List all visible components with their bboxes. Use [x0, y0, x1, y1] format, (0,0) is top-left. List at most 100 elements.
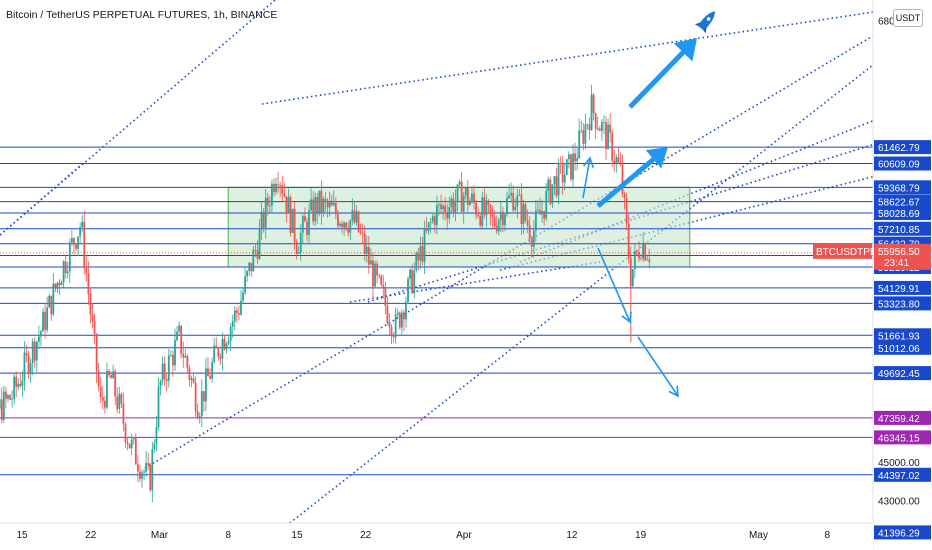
candle-body: [246, 270, 249, 277]
candle-body: [285, 196, 288, 213]
price-badge-text: 55956.50: [878, 247, 920, 258]
candle-body: [400, 312, 403, 328]
candle-body: [279, 184, 282, 186]
candle-body: [108, 370, 110, 376]
currency-button[interactable]: USDT: [893, 9, 923, 27]
candle-body: [636, 250, 638, 252]
candle-body: [252, 249, 255, 272]
candle-body: [611, 132, 614, 161]
candle-body: [623, 193, 626, 198]
candle-body: [264, 197, 267, 228]
candle-body: [233, 310, 236, 322]
candle-body: [120, 394, 123, 404]
candle-body: [446, 213, 449, 219]
level-badge-text: 44397.02: [878, 471, 920, 482]
candle-body: [433, 216, 436, 226]
candle-body: [351, 210, 354, 221]
candle-body: [460, 181, 463, 212]
candle-body: [425, 228, 428, 231]
candle-body: [275, 183, 277, 192]
level-badge-purple-text: 47359.42: [878, 414, 920, 425]
level-badge-text: 59368.79: [878, 183, 920, 194]
candle-body: [167, 355, 170, 381]
x-tick-label: 12: [566, 530, 578, 541]
candle-body: [380, 276, 383, 285]
candle-body: [229, 326, 232, 341]
candle-body: [172, 354, 174, 366]
candle-body: [582, 130, 585, 144]
candle-body: [429, 221, 432, 223]
candle-body: [211, 362, 214, 379]
axis-background: [873, 0, 932, 550]
candle-body: [390, 326, 393, 337]
candle-body: [7, 395, 9, 399]
candle-body: [169, 354, 172, 356]
candle-body: [600, 122, 603, 131]
candle-body: [372, 260, 374, 287]
candle-body: [31, 341, 34, 364]
level-badge-text: 60609.09: [878, 160, 920, 171]
candle-body: [479, 216, 482, 226]
candle-body: [594, 113, 597, 129]
candle-body: [277, 183, 280, 185]
candle-body: [299, 232, 302, 253]
candle-body: [196, 411, 199, 419]
candle-body: [136, 464, 139, 472]
candle-body: [421, 246, 424, 262]
candle-body: [462, 195, 465, 212]
candle-body: [588, 124, 591, 130]
candle-body: [415, 253, 418, 271]
candle-body: [143, 471, 145, 473]
candle-body: [287, 196, 290, 213]
candle-body: [361, 232, 364, 234]
candle-body: [273, 183, 275, 192]
chart-title: Bitcoin / TetherUS PERPETUAL FUTURES, 1h…: [6, 9, 278, 21]
candle-body: [198, 416, 201, 419]
candle-body: [27, 355, 30, 375]
candle-body: [205, 368, 207, 402]
candle-body: [345, 222, 348, 229]
candle-body: [578, 130, 581, 159]
candle-body: [627, 223, 630, 258]
candle-body: [271, 183, 273, 206]
candle-body: [559, 163, 562, 164]
candle-body: [648, 259, 651, 262]
candle-body: [481, 197, 484, 226]
candle-body: [314, 196, 317, 222]
candle-body: [530, 238, 533, 247]
candle-body: [396, 312, 399, 315]
candle-body: [238, 313, 240, 315]
countdown-text: 23:41: [884, 258, 909, 269]
candle-body: [454, 200, 457, 212]
bullish-arrow: [596, 147, 668, 208]
candle-body: [103, 400, 106, 408]
candle-body: [631, 269, 634, 286]
candle-body: [603, 122, 605, 123]
candle-body: [450, 198, 453, 208]
level-badge: [874, 296, 931, 311]
candle-body: [223, 339, 226, 350]
candle-body: [456, 184, 459, 201]
candle-body: [493, 216, 496, 227]
symbol-badge-text: BTCUSDTPERP: [816, 247, 891, 258]
level-badge: [874, 467, 931, 482]
trendline: [0, 163, 83, 236]
candle-body: [23, 352, 26, 381]
rocket-fins: [694, 21, 708, 34]
bearish-arrow-1-head: [621, 311, 632, 324]
candle-body: [607, 124, 609, 150]
candle-body: [524, 204, 527, 221]
candle-body: [289, 196, 292, 233]
candle-body: [202, 391, 205, 402]
candle-body: [625, 197, 628, 224]
candle-body: [235, 310, 238, 314]
candle-body: [580, 130, 583, 132]
level-badge-text: 57210.85: [878, 225, 920, 236]
candle-body: [537, 209, 539, 211]
level-badge: [874, 340, 931, 355]
candle-body: [633, 250, 636, 270]
candle-body: [207, 368, 209, 377]
candle-body: [145, 462, 148, 472]
projection-arrows: [582, 11, 715, 398]
